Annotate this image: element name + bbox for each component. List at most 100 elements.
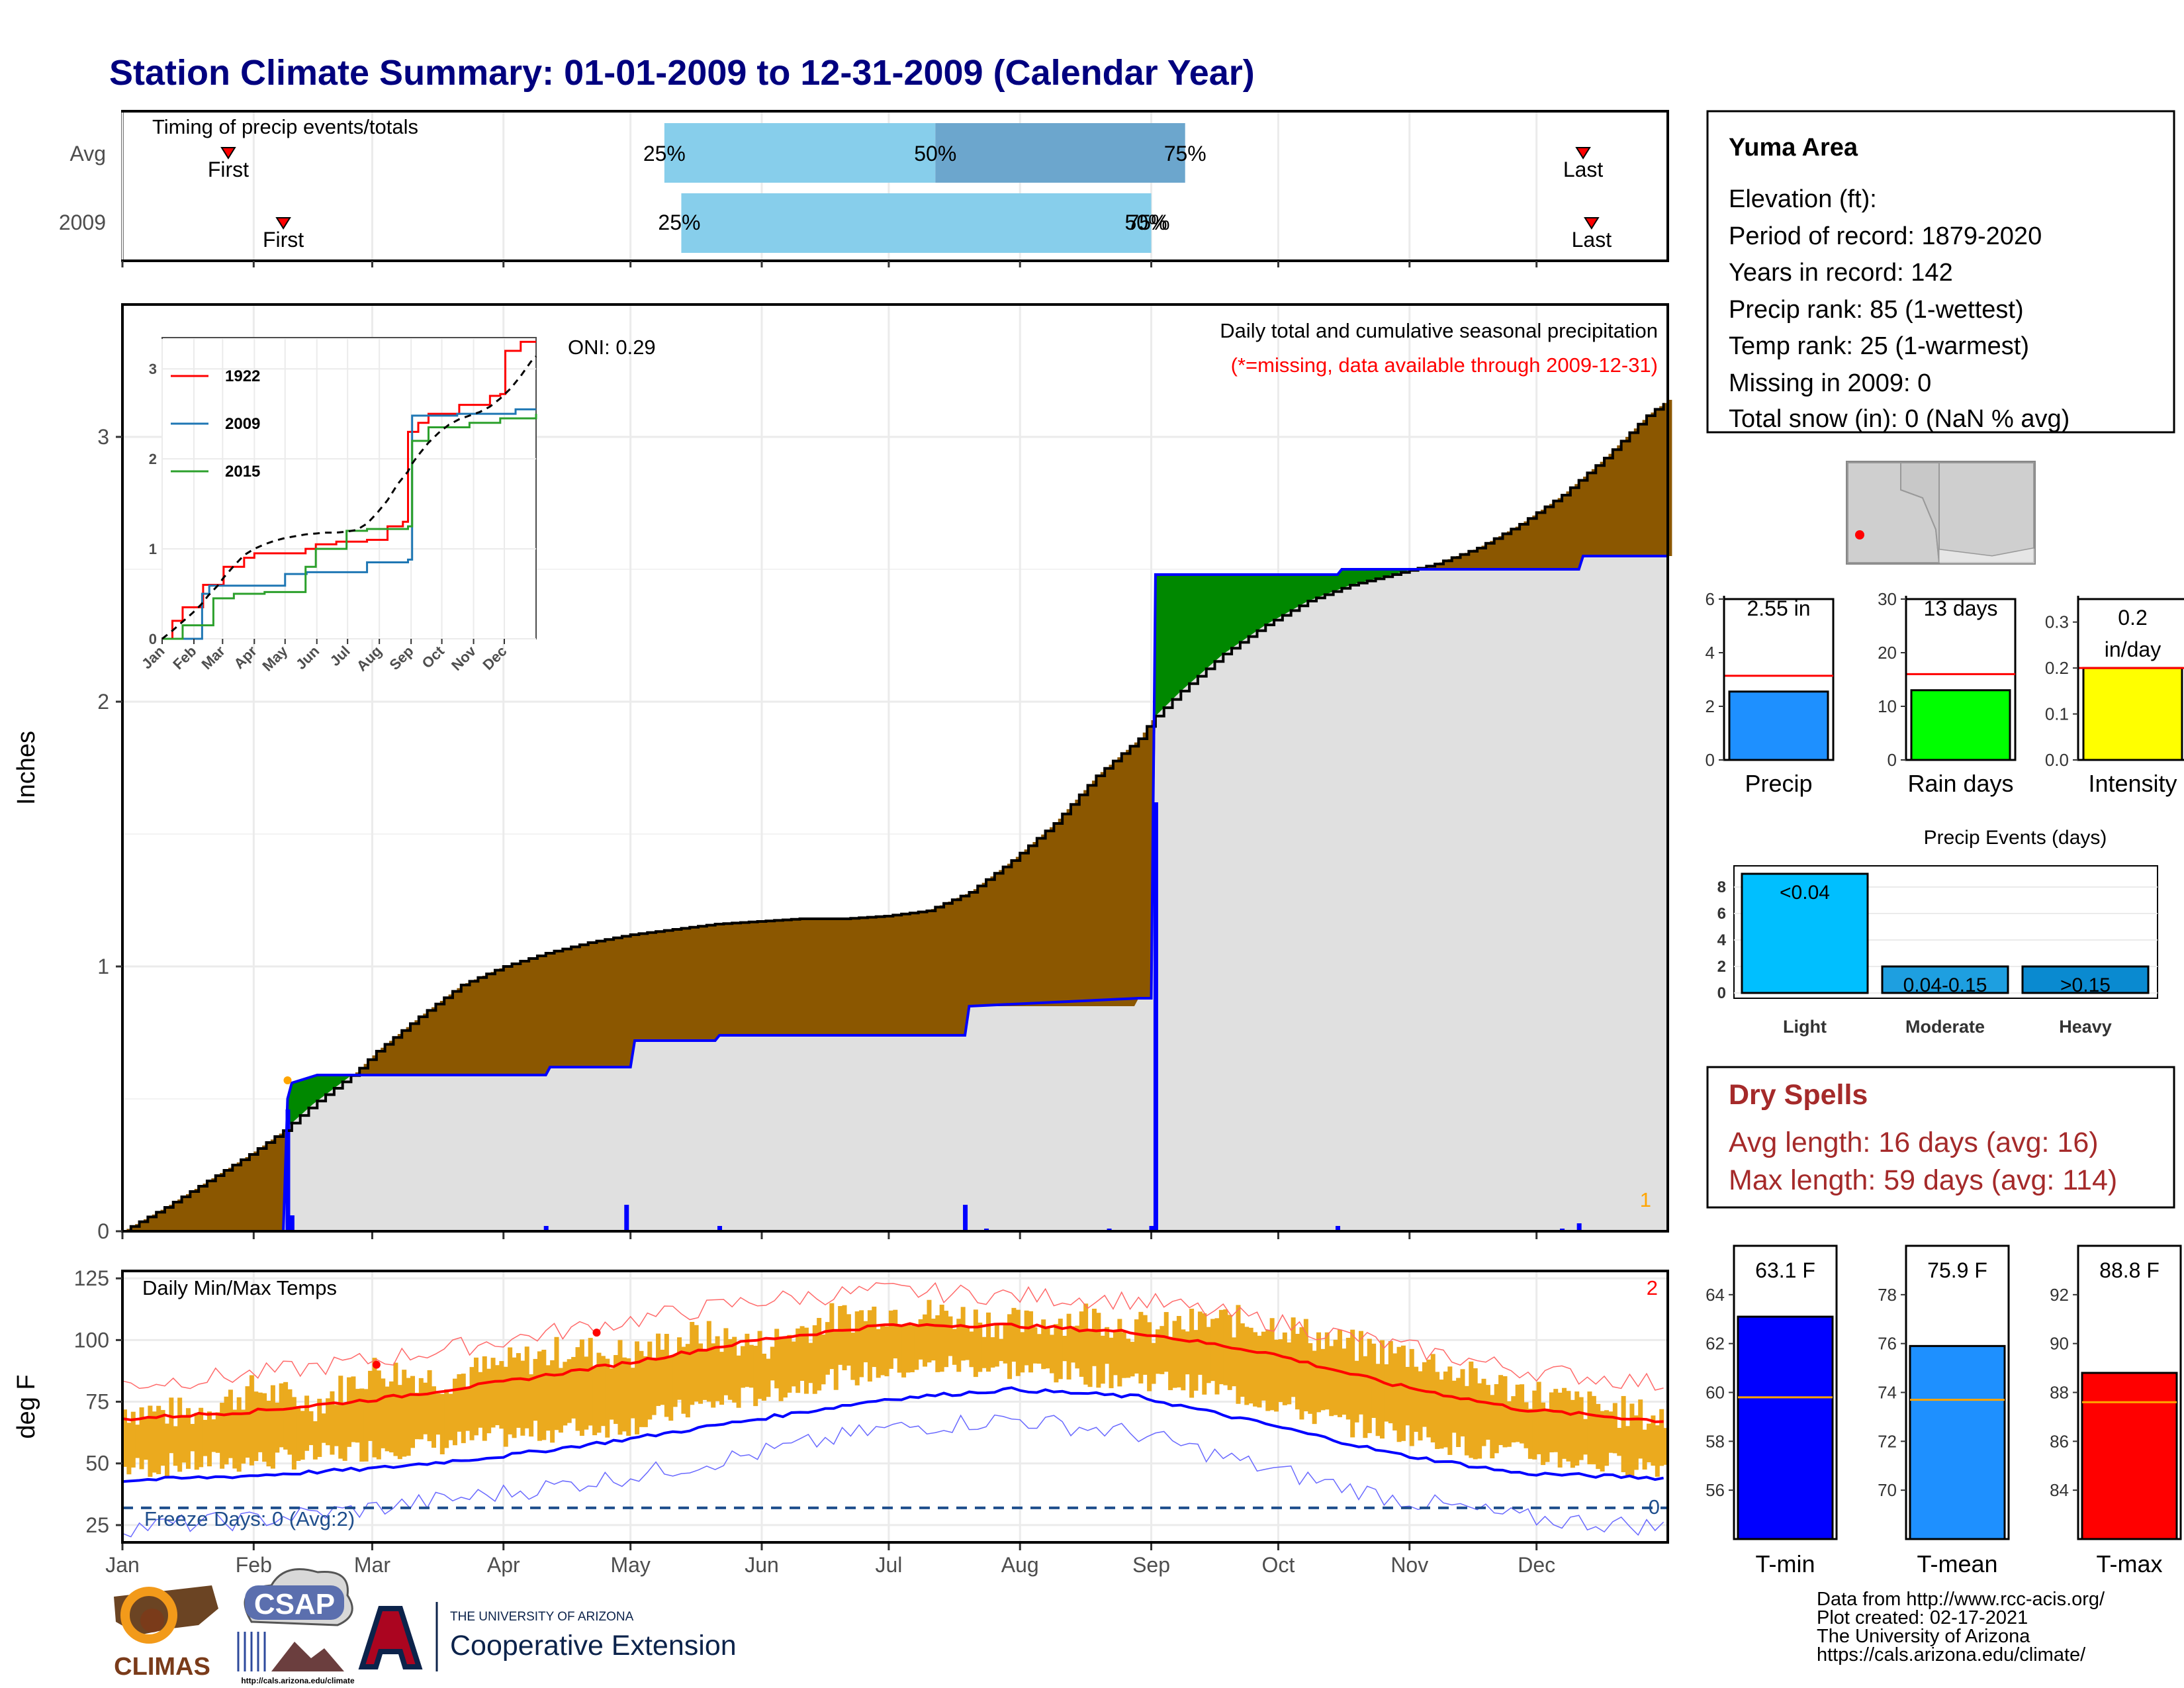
inset-y-tick-label: 3 <box>149 361 157 377</box>
daily-temp-bar <box>668 1357 674 1421</box>
southwest-us-map-icon <box>1846 461 2036 565</box>
precip-y-label: Inches <box>13 731 40 805</box>
temp-summary-bar <box>1909 1344 2006 1540</box>
daily-temp-bar <box>630 1368 635 1419</box>
daily-temp-bar <box>1604 1410 1610 1466</box>
daily-temp-bar <box>994 1323 999 1367</box>
daily-temp-bar <box>1557 1392 1563 1468</box>
daily-temp-bar <box>558 1368 563 1433</box>
daily-temp-bar <box>846 1314 851 1366</box>
timing-bar-25-50 <box>664 123 936 183</box>
daily-temp-bar <box>211 1419 216 1452</box>
daily-temp-bar <box>825 1322 830 1375</box>
summary-y-tick-label: 0.3 <box>2045 612 2069 632</box>
daily-temp-bar <box>1087 1329 1093 1387</box>
daily-temp-bar <box>215 1412 220 1453</box>
daily-temp-bar <box>803 1327 809 1394</box>
info-precip-rank: Precip rank: 85 (1-wettest) <box>1729 296 2024 324</box>
daily-temp-bar <box>537 1351 542 1441</box>
daily-temp-bar <box>1532 1390 1537 1460</box>
daily-temp-bar <box>1515 1384 1520 1442</box>
daily-temp-bar <box>1460 1369 1465 1436</box>
daily-temp-bar <box>181 1416 187 1463</box>
summary-bar-charts: 0 2 4 6 2.55 in Precip 0 10 20 30 13 days Rain days… <box>1706 589 2184 797</box>
daily-temp-bar <box>1303 1319 1308 1412</box>
daily-temp-bar <box>1155 1329 1160 1374</box>
daily-temp-bar <box>812 1325 817 1394</box>
temp-lines <box>122 1282 1668 1538</box>
inset-series-line <box>162 408 536 640</box>
daily-temp-bar <box>829 1303 835 1370</box>
daily-temp-bar <box>1240 1323 1245 1397</box>
daily-temp-bar <box>494 1365 500 1425</box>
timing-row-label-avg: Avg <box>69 142 106 165</box>
month-label: Jun <box>745 1553 779 1577</box>
daily-temp-bar <box>1193 1330 1199 1391</box>
daily-temp-bar <box>685 1344 690 1418</box>
inset-legend-label: 2009 <box>225 415 260 433</box>
daily-temp-bar <box>291 1397 296 1470</box>
daily-temp-bar <box>347 1377 352 1447</box>
dry-spells-box: Dry Spells Avg length: 16 days (avg: 16)… <box>1706 1066 2175 1209</box>
daily-temp-bar <box>410 1376 416 1448</box>
daily-temp-bar <box>1629 1403 1635 1477</box>
daily-temp-bar <box>1451 1380 1457 1433</box>
daily-temp-bar <box>719 1352 725 1405</box>
daily-temp-bar <box>287 1389 293 1455</box>
daily-temp-bar <box>1062 1335 1068 1362</box>
avg-max-line <box>122 1322 1664 1423</box>
daily-temp-bar <box>1426 1359 1432 1438</box>
daily-temp-bar <box>621 1357 627 1432</box>
daily-temp-bar <box>978 1323 983 1372</box>
inset-y-tick-label: 0 <box>149 631 157 647</box>
daily-temp-bar <box>469 1367 475 1440</box>
daily-temp-bar <box>1342 1348 1347 1415</box>
daily-temp-bar <box>241 1409 246 1464</box>
daily-temp-bar <box>1291 1317 1296 1397</box>
temp-summary-y-tick-label: 56 <box>1706 1480 1725 1500</box>
daily-temp-bar <box>1248 1327 1253 1404</box>
timing-bar-50-75 <box>935 123 1185 183</box>
daily-temp-bar <box>508 1347 513 1434</box>
summary-y-tick-label: 0.1 <box>2045 704 2069 724</box>
daily-temp-bar <box>385 1386 390 1452</box>
daily-temp-bar <box>884 1326 889 1377</box>
daily-temp-bar <box>554 1336 559 1430</box>
daily-temp-bar <box>880 1325 886 1376</box>
daily-temp-bar <box>711 1343 716 1408</box>
daily-temp-bar <box>923 1314 928 1367</box>
timing-marks <box>220 123 1600 253</box>
daily-temp-bar <box>1066 1313 1071 1380</box>
daily-temp-bar <box>317 1399 322 1457</box>
daily-temp-bar <box>817 1317 822 1391</box>
daily-temp-bar <box>1261 1331 1266 1401</box>
daily-temp-bar <box>1015 1309 1021 1376</box>
events-y-tick-label: 6 <box>1717 905 1726 923</box>
summary-y-tick-label: 0.0 <box>2045 750 2069 770</box>
daily-temp-bar <box>359 1388 365 1462</box>
daily-temp-bar <box>1168 1336 1173 1391</box>
daily-temp-bar <box>444 1389 449 1448</box>
month-label: Jul <box>875 1553 902 1577</box>
daily-temp-bar <box>897 1325 902 1373</box>
daily-temp-bar <box>1333 1339 1338 1415</box>
precip-y-tick-label: 0 <box>97 1219 109 1243</box>
daily-temp-bar <box>1070 1326 1075 1363</box>
daily-temp-bar <box>190 1424 195 1452</box>
daily-temp-bar <box>1549 1392 1554 1453</box>
inset-lines <box>161 340 537 640</box>
daily-temp-bar <box>1469 1361 1474 1458</box>
daily-temp-bar <box>1502 1376 1508 1448</box>
daily-temp-bar <box>1338 1329 1343 1417</box>
daily-temp-bar <box>499 1361 504 1429</box>
daily-temp-bar <box>1096 1313 1101 1388</box>
daily-temp-bar <box>1295 1333 1300 1410</box>
daily-temp-bar <box>1562 1387 1567 1459</box>
daily-temp-bar <box>778 1336 784 1401</box>
daily-temp-bar <box>363 1389 369 1462</box>
daily-temp-bar <box>351 1376 356 1442</box>
daily-temp-bar <box>194 1413 199 1470</box>
daily-temp-bar <box>609 1368 614 1420</box>
daily-temp-bar <box>533 1358 538 1421</box>
daily-temp-bar <box>1109 1337 1114 1389</box>
